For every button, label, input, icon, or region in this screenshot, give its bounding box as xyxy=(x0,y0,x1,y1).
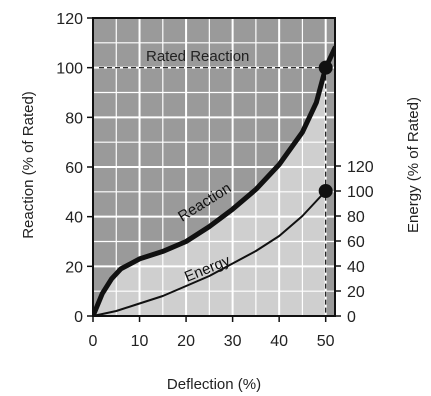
x-tick-label: 50 xyxy=(317,333,335,350)
y-tick-label: 100 xyxy=(56,61,83,78)
x-tick-label: 20 xyxy=(177,333,195,350)
tick-labels: 0 20 40 60 80 100 120 0 10 20 30 40 50 0 20 40 60 80 100 12… xyxy=(56,11,374,350)
x-tick-label: 10 xyxy=(131,333,149,350)
rated-reaction-label: Rated Reaction xyxy=(146,48,249,65)
energy-curve xyxy=(92,190,327,317)
reaction-marker xyxy=(318,60,333,75)
y-tick-label: 120 xyxy=(56,11,83,28)
y-tick-label: 40 xyxy=(65,210,83,227)
y2-tick-label: 20 xyxy=(347,284,365,301)
axes xyxy=(87,17,341,322)
area-under-energy xyxy=(93,191,326,316)
y2-tick-label: 100 xyxy=(347,184,374,201)
y2-tick-label: 0 xyxy=(347,309,356,326)
y-tick-label: 20 xyxy=(65,259,83,276)
y2-tick-label: 40 xyxy=(347,259,365,276)
x-tick-label: 40 xyxy=(270,333,288,350)
energy-marker xyxy=(318,184,333,198)
reaction-curve xyxy=(93,45,335,316)
y2-tick-label: 80 xyxy=(347,209,365,226)
y2-axis-title: Energy (% of Rated) xyxy=(405,97,422,233)
y-tick-label: 60 xyxy=(65,160,83,177)
y-axis-title: Reaction (% of Rated) xyxy=(20,91,37,239)
y2-tick-label: 60 xyxy=(347,234,365,251)
y-tick-label: 0 xyxy=(74,309,83,326)
series-layer xyxy=(92,45,335,317)
y-tick-label: 80 xyxy=(65,110,83,127)
x-tick-label: 30 xyxy=(224,333,242,350)
x-axis-title: Deflection (%) xyxy=(167,376,261,393)
x-tick-label: 0 xyxy=(89,333,98,350)
y2-tick-label: 120 xyxy=(347,159,374,176)
